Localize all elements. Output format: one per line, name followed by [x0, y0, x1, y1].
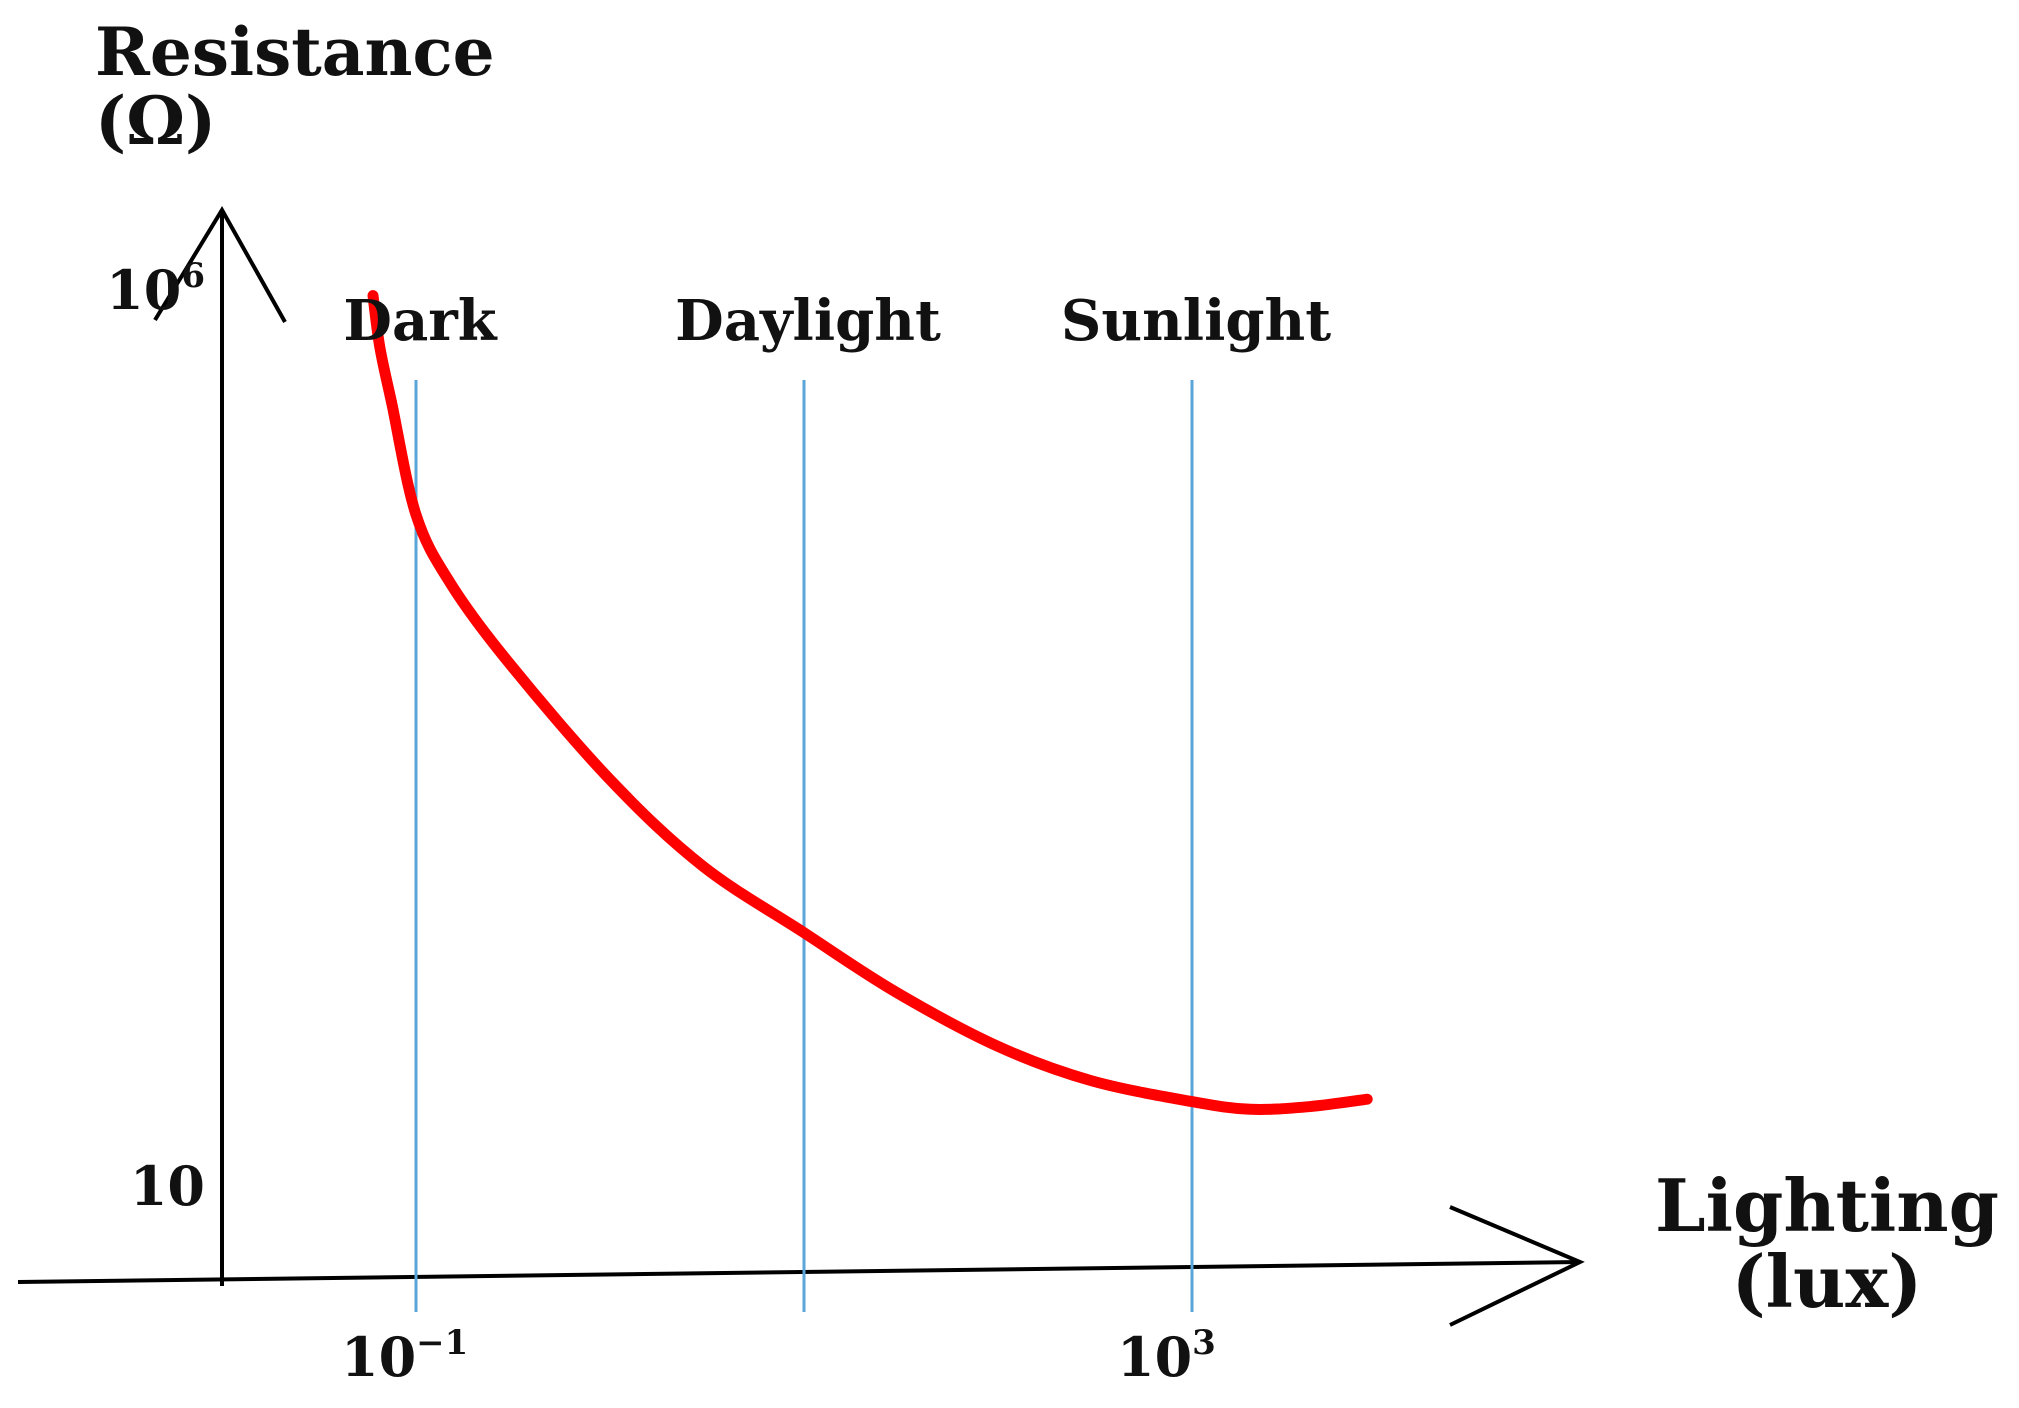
- x-tick-label: 10−1: [341, 1323, 469, 1389]
- axes: [17, 206, 1585, 1327]
- region-label-daylight: Daylight: [675, 288, 941, 354]
- y-axis-unit: (Ω): [95, 82, 217, 161]
- y-axis-arrowhead: [153, 206, 287, 323]
- y-tick-label: 106: [106, 255, 205, 322]
- region-label-sunlight: Sunlight: [1060, 288, 1332, 354]
- x-axis-title: Lighting (lux): [1655, 1168, 1999, 1319]
- resistance-curve: [367, 290, 1373, 1115]
- x-axis: [17, 1260, 1581, 1284]
- region-label-dark: Dark: [343, 288, 497, 354]
- x-axis-label: Lighting: [1655, 1163, 1999, 1248]
- x-axis-unit: (lux): [1731, 1238, 1923, 1324]
- y-axis-title: Resistance (Ω): [95, 13, 495, 161]
- y-tick-label: 10: [129, 1154, 205, 1219]
- region-lines: [414, 380, 1194, 1312]
- y-axis-label: Resistance: [95, 13, 495, 91]
- series-layer: [367, 290, 1373, 1115]
- x-tick-label: 103: [1117, 1323, 1216, 1389]
- x-axis-arrowhead: [1449, 1205, 1585, 1327]
